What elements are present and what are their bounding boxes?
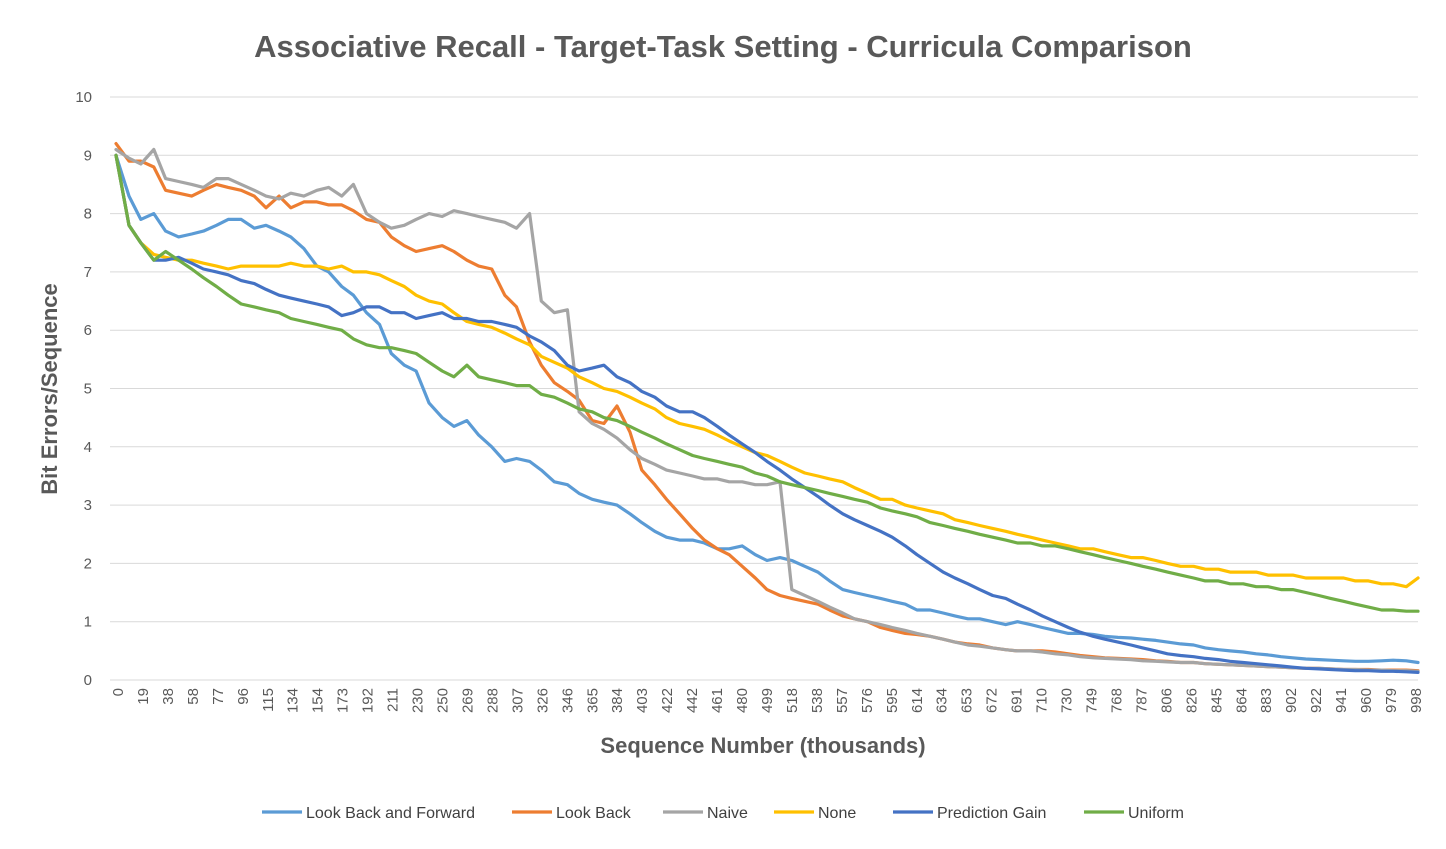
y-tick-label: 7 bbox=[84, 264, 92, 281]
legend-item: Look Back and Forward bbox=[262, 805, 475, 822]
x-tick-label: 192 bbox=[360, 688, 377, 713]
series-line-none bbox=[114, 153, 1420, 589]
legend-item: None bbox=[774, 805, 856, 822]
x-tick-label: 806 bbox=[1158, 688, 1175, 713]
x-tick-label: 384 bbox=[609, 688, 626, 713]
y-tick-label: 6 bbox=[84, 322, 92, 339]
y-tick-label: 0 bbox=[84, 672, 92, 689]
x-tick-label: 634 bbox=[934, 688, 951, 713]
x-tick-label: 998 bbox=[1408, 688, 1425, 713]
x-tick-label: 749 bbox=[1084, 688, 1101, 713]
x-tick-label: 154 bbox=[310, 688, 327, 713]
x-tick-label: 230 bbox=[410, 688, 427, 713]
x-tick-label: 672 bbox=[984, 688, 1001, 713]
x-tick-label: 730 bbox=[1059, 688, 1076, 713]
x-tick-label: 346 bbox=[559, 688, 576, 713]
legend: Look Back and Forward Look Back Naive None P… bbox=[262, 805, 1184, 822]
x-tick-label: 576 bbox=[859, 688, 876, 713]
x-tick-label: 480 bbox=[734, 688, 751, 713]
x-tick-label: 19 bbox=[135, 688, 152, 705]
x-tick-label: 422 bbox=[659, 688, 676, 713]
legend-label: Naive bbox=[707, 805, 748, 822]
x-tick-label: 307 bbox=[509, 688, 526, 713]
x-tick-label: 250 bbox=[435, 688, 452, 713]
x-tick-label: 77 bbox=[210, 688, 227, 705]
y-tick-label: 4 bbox=[84, 439, 92, 456]
x-tick-label: 845 bbox=[1208, 688, 1225, 713]
legend-item: Naive bbox=[663, 805, 748, 822]
x-tick-label: 326 bbox=[534, 688, 551, 713]
x-axis-ticks: 0 19 38 58 77 96 115 134 154 173 192 211 230 250 269 28… bbox=[110, 688, 1425, 713]
x-axis-title: Sequence Number (thousands) bbox=[600, 733, 925, 758]
x-tick-label: 211 bbox=[385, 688, 402, 712]
x-tick-label: 538 bbox=[809, 688, 826, 713]
x-tick-label: 922 bbox=[1308, 688, 1325, 713]
x-tick-label: 614 bbox=[909, 688, 926, 713]
series-line-naive bbox=[114, 147, 1420, 673]
x-tick-label: 787 bbox=[1133, 688, 1150, 713]
legend-label: Look Back bbox=[556, 805, 632, 822]
x-tick-label: 96 bbox=[235, 688, 252, 705]
y-tick-label: 1 bbox=[84, 614, 92, 631]
x-tick-label: 269 bbox=[459, 688, 476, 713]
legend-label: None bbox=[818, 805, 856, 822]
x-tick-label: 768 bbox=[1108, 688, 1125, 713]
x-tick-label: 365 bbox=[584, 688, 601, 713]
x-tick-label: 864 bbox=[1233, 688, 1250, 713]
x-tick-label: 518 bbox=[784, 688, 801, 713]
series-line-look-back bbox=[114, 142, 1420, 673]
y-tick-label: 8 bbox=[84, 206, 92, 223]
chart-title: Associative Recall - Target-Task Setting… bbox=[254, 29, 1192, 64]
x-tick-label: 115 bbox=[260, 688, 277, 712]
x-tick-label: 403 bbox=[634, 688, 651, 713]
legend-item: Look Back bbox=[512, 805, 632, 822]
x-tick-label: 826 bbox=[1183, 688, 1200, 713]
y-tick-label: 9 bbox=[84, 147, 92, 164]
x-tick-label: 960 bbox=[1358, 688, 1375, 713]
y-tick-label: 3 bbox=[84, 497, 92, 514]
x-tick-label: 58 bbox=[185, 688, 202, 705]
x-tick-label: 883 bbox=[1258, 688, 1275, 713]
gridlines bbox=[110, 96, 1418, 681]
y-tick-label: 2 bbox=[84, 555, 92, 572]
x-tick-label: 653 bbox=[959, 688, 976, 713]
series-line-prediction-gain bbox=[114, 153, 1420, 675]
y-tick-label: 5 bbox=[84, 381, 92, 398]
x-tick-label: 499 bbox=[759, 688, 776, 713]
legend-label: Uniform bbox=[1128, 805, 1184, 822]
series-line-look-back-and-forward bbox=[114, 153, 1420, 665]
series-line-uniform bbox=[114, 153, 1420, 613]
series-lines bbox=[114, 142, 1420, 675]
x-tick-label: 710 bbox=[1034, 688, 1051, 713]
x-tick-label: 461 bbox=[709, 688, 726, 713]
x-tick-label: 288 bbox=[484, 688, 501, 713]
legend-item: Uniform bbox=[1084, 805, 1184, 822]
x-tick-label: 941 bbox=[1333, 688, 1350, 713]
x-tick-label: 595 bbox=[884, 688, 901, 713]
x-tick-label: 691 bbox=[1009, 688, 1026, 713]
x-tick-label: 134 bbox=[285, 688, 302, 713]
legend-item: Prediction Gain bbox=[893, 805, 1046, 822]
x-tick-label: 442 bbox=[684, 688, 701, 713]
x-tick-label: 979 bbox=[1383, 688, 1400, 713]
y-tick-label: 10 bbox=[75, 89, 92, 106]
x-tick-label: 38 bbox=[160, 688, 177, 705]
legend-label: Look Back and Forward bbox=[306, 805, 475, 822]
y-axis-ticks: 0 1 2 3 4 5 6 7 8 9 10 bbox=[75, 89, 92, 689]
x-tick-label: 173 bbox=[335, 688, 352, 713]
legend-label: Prediction Gain bbox=[937, 805, 1046, 822]
x-tick-label: 902 bbox=[1283, 688, 1300, 713]
x-tick-label: 0 bbox=[110, 688, 127, 696]
x-tick-label: 557 bbox=[834, 688, 851, 713]
y-axis-title: Bit Errors/Sequence bbox=[37, 283, 62, 495]
